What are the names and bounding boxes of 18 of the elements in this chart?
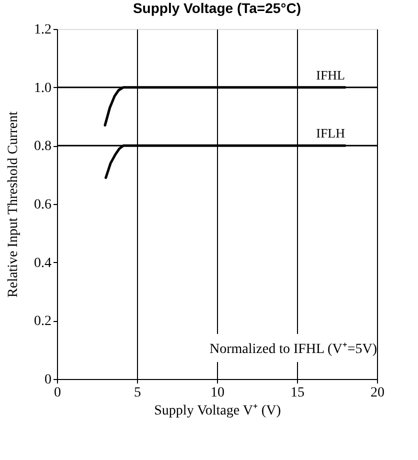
series-label: IFLH: [316, 126, 345, 141]
annotation: Normalized to IFHL (V⁺=5V): [209, 342, 378, 357]
y-tick-label: 0.2: [34, 314, 52, 330]
x-tick-label: 0: [54, 386, 61, 400]
x-tick-label: 5: [134, 386, 141, 400]
y-tick-label: 0.8: [34, 139, 52, 154]
y-tick-label: 1.0: [34, 80, 52, 96]
x-tick-label: 20: [370, 386, 384, 400]
x-tick-label: 10: [210, 386, 224, 400]
y-tick-label: 0: [44, 372, 52, 388]
x-tick-label: 15: [290, 386, 304, 400]
x-axis-title: Supply Voltage V⁺ (V): [154, 404, 282, 418]
y-tick-label: 1.2: [34, 22, 52, 38]
y-tick-label: 0.6: [34, 198, 52, 212]
y-tick-label: 0.4: [34, 256, 52, 271]
chart-title: Supply Voltage (Ta=25°C): [132, 0, 302, 16]
y-axis-title: Relative Input Threshold Current: [6, 111, 21, 298]
series-label: IFHL: [316, 67, 346, 82]
